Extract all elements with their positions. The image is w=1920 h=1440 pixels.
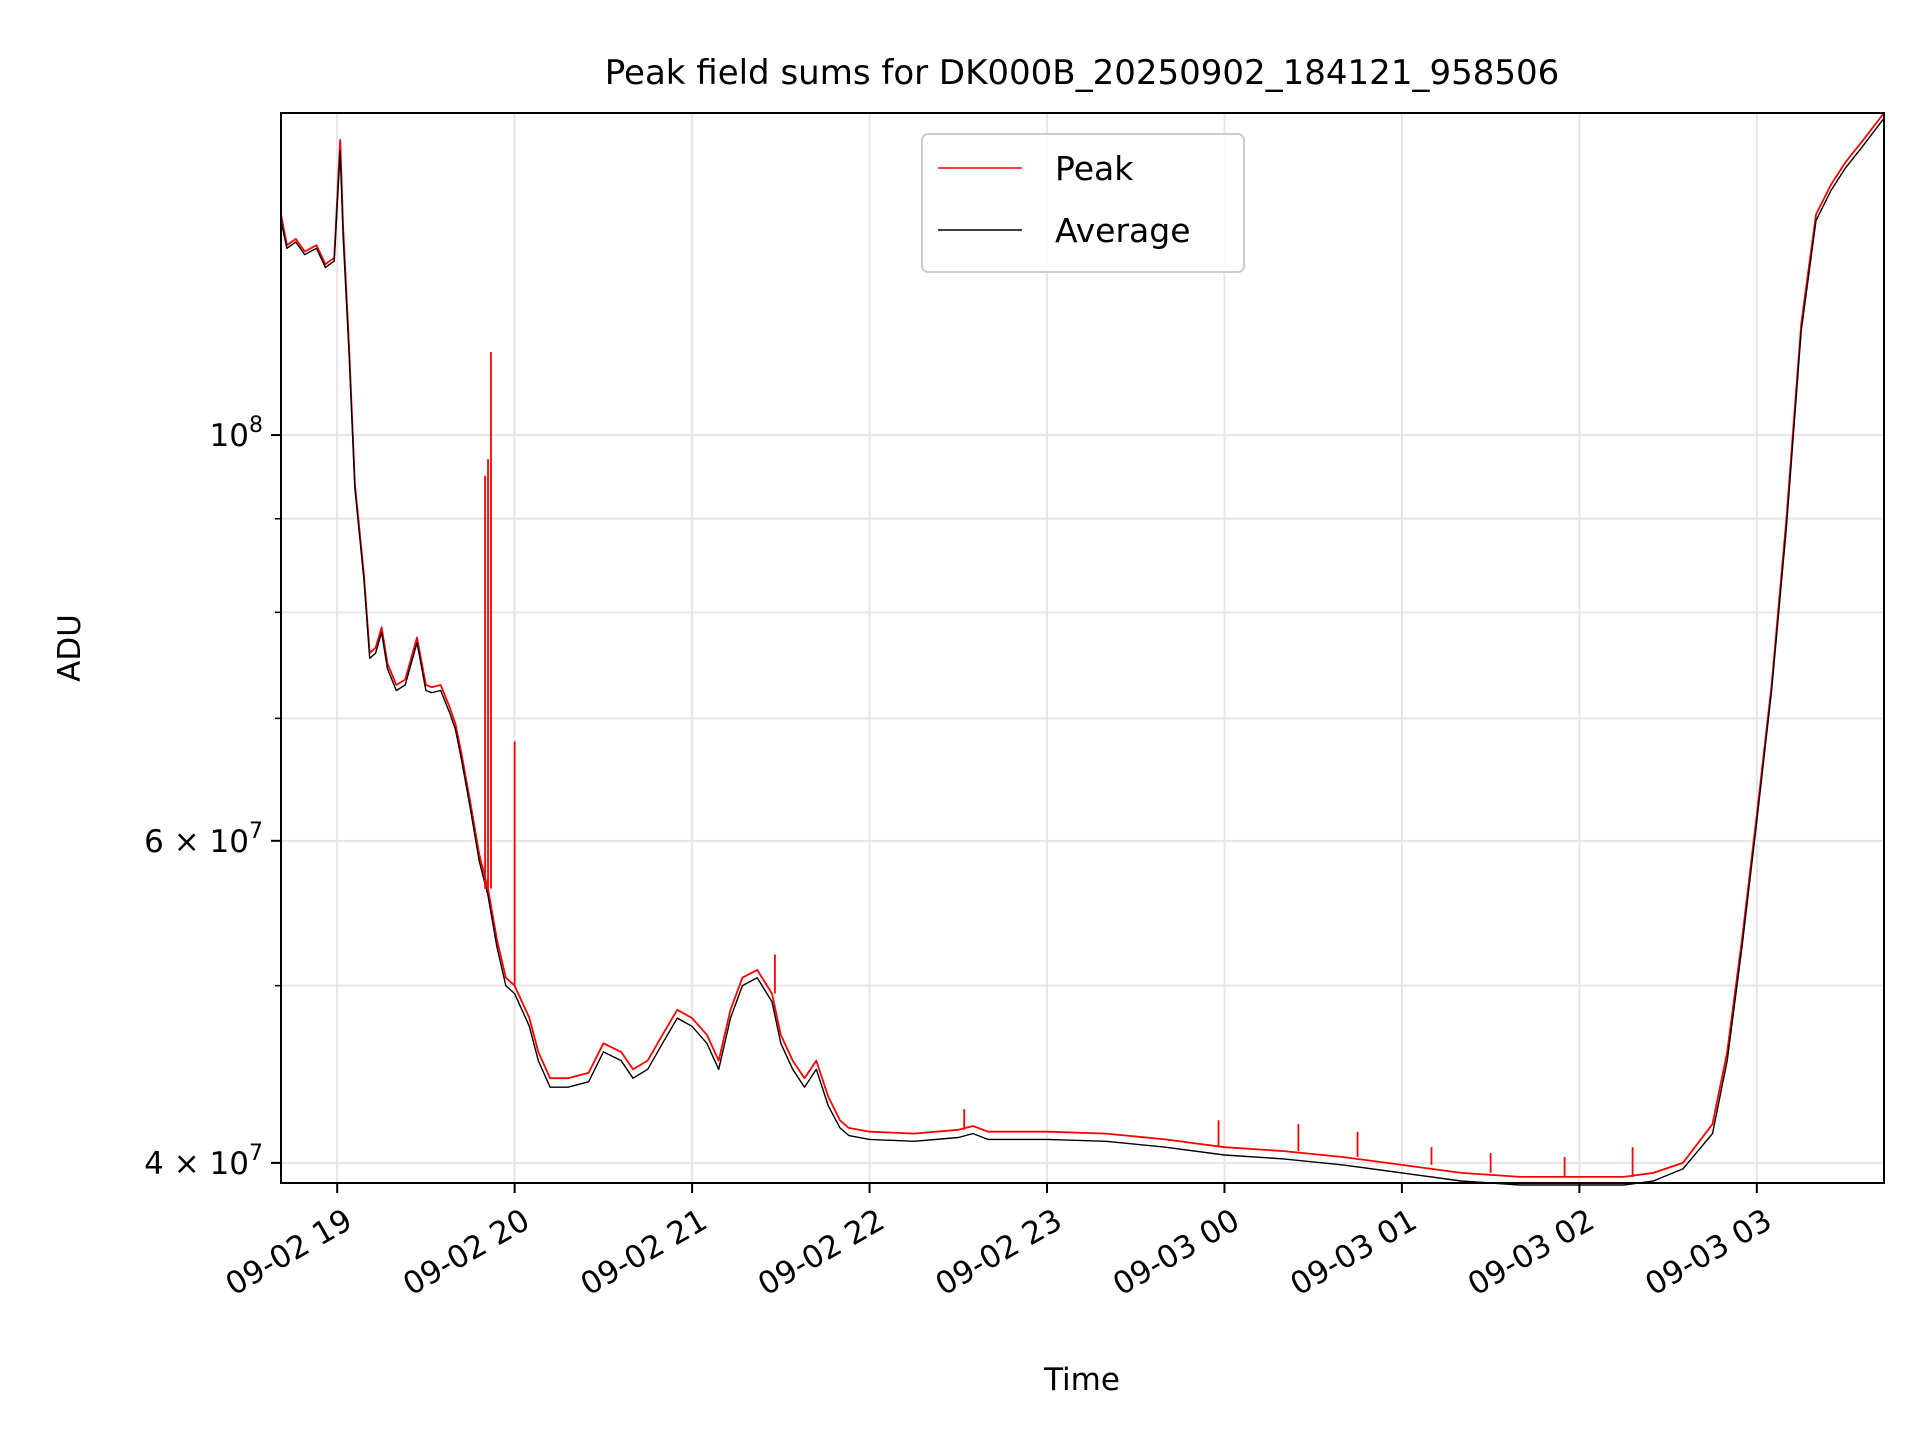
average-series-line xyxy=(280,117,1885,1186)
legend: Peak Average xyxy=(921,133,1245,273)
y-tick-label: 4 × 107 xyxy=(144,1141,263,1182)
chart-title: Peak field sums for DK000B_20250902_1841… xyxy=(605,53,1560,93)
peak-series-line xyxy=(280,112,1885,1178)
x-axis-label: Time xyxy=(1043,1362,1120,1398)
plot-frame xyxy=(280,112,1885,1184)
y-axis: 108 6 × 107 4 × 107 xyxy=(144,413,281,1182)
y-tick-label: 6 × 107 xyxy=(144,819,263,860)
y-tick-label: 108 xyxy=(210,413,263,454)
grid-layer xyxy=(281,113,1884,1183)
y-axis-label: ADU xyxy=(52,614,88,682)
legend-label-peak: Peak xyxy=(1055,149,1134,188)
series-layer xyxy=(280,112,1885,1186)
legend-label-average: Average xyxy=(1055,211,1191,250)
